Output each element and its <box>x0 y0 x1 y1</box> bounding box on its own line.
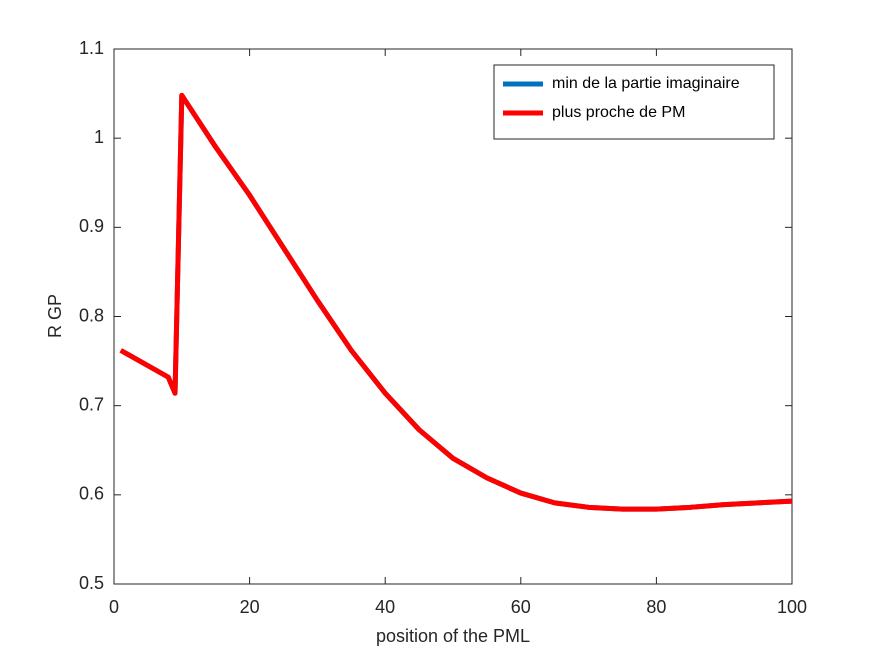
y-tick-label: 0.9 <box>79 216 104 236</box>
x-tick-label: 20 <box>240 597 260 617</box>
legend-box <box>493 64 775 140</box>
x-tick-label: 60 <box>511 597 531 617</box>
legend-label: plus proche de PM <box>552 104 685 121</box>
y-tick-label: 0.6 <box>79 484 104 504</box>
x-tick-label: 40 <box>375 597 395 617</box>
legend-label: min de la partie imaginaire <box>552 75 740 92</box>
y-axis-label: R GP <box>45 294 65 338</box>
y-tick-label: 0.7 <box>79 394 104 414</box>
x-axis-label: position of the PML <box>376 626 530 646</box>
x-tick-label: 80 <box>646 597 666 617</box>
y-tick-label: 0.8 <box>79 305 104 325</box>
line-series <box>119 92 793 512</box>
x-tick-label: 100 <box>777 597 807 617</box>
x-tick-label: 0 <box>109 597 119 617</box>
y-tick-label: 0.5 <box>79 573 104 593</box>
y-tick-label: 1 <box>94 127 104 147</box>
y-tick-label: 1.1 <box>79 38 104 58</box>
